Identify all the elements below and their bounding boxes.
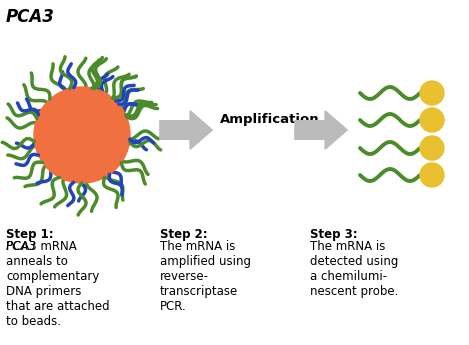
Text: The mRNA is
detected using
a chemilumi-
nescent probe.: The mRNA is detected using a chemilumi- … [310,240,398,298]
FancyArrow shape [160,111,212,149]
Text: Step 2:: Step 2: [160,228,208,241]
Circle shape [34,87,130,183]
Text: PCA3 mRNA
anneals to
complementary
DNA primers
that are attached
to beads.: PCA3 mRNA anneals to complementary DNA p… [6,240,110,328]
Text: Step 1:: Step 1: [6,228,53,241]
Text: Step 3:: Step 3: [310,228,358,241]
Circle shape [420,108,444,132]
Text: Amplification: Amplification [220,114,320,127]
Text: PCA3: PCA3 [6,240,37,253]
Circle shape [420,136,444,160]
Text: The mRNA is
amplified using
reverse-
transcriptase
PCR.: The mRNA is amplified using reverse- tra… [160,240,251,313]
Circle shape [420,81,444,105]
Text: PCA3: PCA3 [6,8,55,26]
Circle shape [420,163,444,187]
FancyArrow shape [295,111,347,149]
